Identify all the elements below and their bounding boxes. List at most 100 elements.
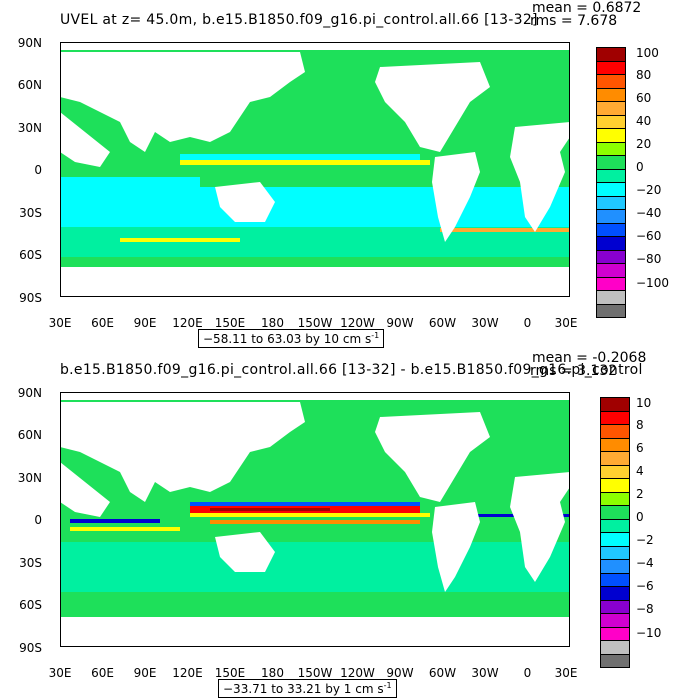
colorbar-swatch [596, 182, 626, 197]
top-lon-label: 90W [386, 316, 414, 330]
top-colorbar-label: 80 [636, 68, 652, 82]
bottom-range-box: −33.71 to 33.21 by 1 cm s-1 [218, 679, 397, 698]
colorbar-swatch [596, 195, 626, 210]
top-lon-label: 150E [214, 316, 246, 330]
top-range-text: −58.11 to 63.03 by 10 cm s [203, 332, 372, 346]
colorbar-swatch [600, 613, 630, 628]
bottom-lon-label: 150E [214, 666, 246, 680]
bottom-antarctica [60, 617, 570, 647]
top-colorbar-label: −40 [636, 206, 662, 220]
colorbar-swatch [596, 168, 626, 183]
bottom-colorbar-label: −8 [636, 602, 654, 616]
top-lon-label: 30W [471, 316, 499, 330]
colorbar-swatch [596, 141, 626, 156]
top-antarctica [60, 267, 570, 297]
bottom-colorbar-label: 0 [636, 510, 644, 524]
bottom-range-text: −33.71 to 33.21 by 1 cm s [223, 682, 384, 696]
bottom-lat-label: 90S [19, 641, 42, 655]
top-lon-label: 30E [554, 316, 578, 330]
bottom-map-panel: b.e15.B1850.f09_g16.pi_control.all.66 [1… [0, 350, 700, 700]
top-lon-label: 30E [48, 316, 72, 330]
bottom-indian-yellow-band [70, 527, 180, 531]
top-australia-landmass [215, 182, 275, 222]
bottom-colorbar-label: −4 [636, 556, 654, 570]
top-colorbar-label: 20 [636, 137, 652, 151]
colorbar-swatch [600, 491, 630, 506]
bottom-colorbar-label: 10 [636, 396, 652, 410]
bottom-equatorial-yellow-band [190, 513, 430, 517]
colorbar-swatch [596, 209, 626, 224]
top-lat-label: 60N [17, 78, 42, 92]
top-colorbar-label: 40 [636, 114, 652, 128]
top-map-plot [60, 42, 570, 297]
colorbar-swatch [600, 653, 630, 668]
bottom-colorbar [600, 397, 630, 668]
top-colorbar-label: −60 [636, 229, 662, 243]
top-panel-title: UVEL at z= 45.0m, b.e15.B1850.f09_g16.pi… [60, 12, 538, 28]
bottom-colorbar-label: −10 [636, 626, 662, 640]
colorbar-swatch [600, 505, 630, 520]
bottom-north-america-landmass [375, 412, 490, 502]
colorbar-swatch [596, 263, 626, 278]
bottom-south-equatorial-band [210, 520, 420, 524]
top-lat-label: 90S [19, 291, 42, 305]
top-indian-band [60, 177, 200, 191]
colorbar-swatch [596, 101, 626, 116]
colorbar-swatch [600, 545, 630, 560]
top-lat-label: 30S [19, 206, 42, 220]
top-lat-label: 60S [19, 248, 42, 262]
top-north-america-landmass [375, 62, 490, 152]
top-colorbar-label: 60 [636, 91, 652, 105]
top-eurasia-landmass [60, 52, 305, 152]
bottom-lon-label: 0 [523, 666, 532, 680]
colorbar-swatch [596, 60, 626, 75]
bottom-lon-label: 30E [554, 666, 578, 680]
colorbar-swatch [600, 559, 630, 574]
bottom-lat-label: 30S [19, 556, 42, 570]
colorbar-swatch [596, 290, 626, 305]
colorbar-swatch [600, 437, 630, 452]
bottom-lat-label: 60S [19, 598, 42, 612]
top-lon-label: 60E [91, 316, 114, 330]
top-mean-stat: mean = 0.6872 [532, 0, 642, 16]
colorbar-swatch [596, 222, 626, 237]
bottom-lon-label: 30E [48, 666, 72, 680]
top-lon-label: 180 [261, 316, 284, 330]
bottom-australia-landmass [215, 532, 275, 572]
bottom-colorbar-label: −6 [636, 579, 654, 593]
top-arabia-africa-east [60, 112, 110, 167]
top-lon-label: 120W [340, 316, 375, 330]
top-map-svg [60, 42, 570, 297]
top-colorbar-label: 100 [636, 46, 659, 60]
bottom-equatorial-core [210, 508, 330, 511]
bottom-panel-title: b.e15.B1850.f09_g16.pi_control.all.66 [1… [60, 362, 643, 378]
colorbar-swatch [600, 397, 630, 412]
bottom-south-america-landmass [432, 502, 480, 592]
colorbar-swatch [596, 303, 626, 318]
top-colorbar-label: −100 [636, 276, 669, 290]
bottom-lon-label: 120E [172, 666, 203, 680]
top-lat-label: 30N [17, 121, 42, 135]
bottom-lat-label: 60N [17, 428, 42, 442]
colorbar-swatch [600, 586, 630, 601]
top-colorbar-label: −80 [636, 252, 662, 266]
top-equatorial-westward-band [180, 154, 420, 160]
top-south-america-landmass [432, 152, 480, 242]
bottom-africa-landmass [510, 472, 570, 582]
colorbar-swatch [596, 128, 626, 143]
colorbar-swatch [600, 451, 630, 466]
bottom-lat-label: 30N [17, 471, 42, 485]
bottom-map-frame [60, 392, 570, 647]
colorbar-swatch [600, 478, 630, 493]
bottom-mean-stat: mean = -0.2068 [532, 350, 647, 366]
top-lon-label: 60W [428, 316, 457, 330]
colorbar-swatch [600, 572, 630, 587]
top-rms-stat: rms = 7.678 [530, 13, 618, 29]
bottom-range-unit-exponent: -1 [383, 681, 392, 690]
bottom-map-svg [60, 392, 570, 647]
top-equatorial-eastward-band [180, 160, 430, 165]
top-lat-label: 90N [17, 36, 42, 50]
bottom-colorbar-label: 8 [636, 418, 644, 432]
bottom-southern-band [60, 542, 570, 592]
top-lon-label: 120E [172, 316, 203, 330]
